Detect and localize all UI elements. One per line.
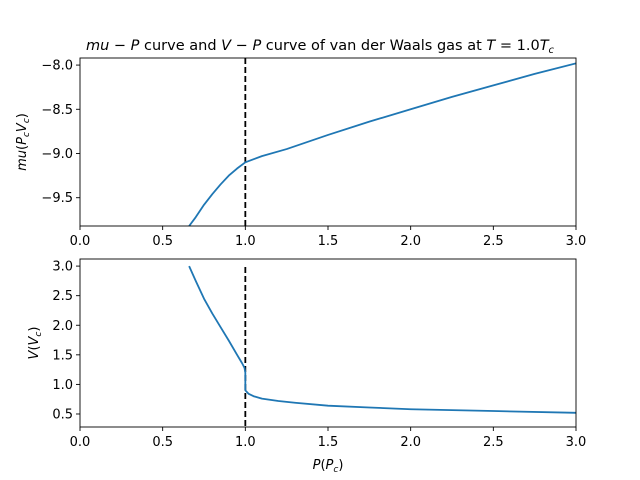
- y-tick-label: 1.5: [52, 348, 73, 363]
- x-tick-label: 3.0: [566, 234, 587, 249]
- x-tick-label: 1.0: [235, 435, 256, 450]
- bottom-y-axis: 0.5 1.0 1.5 2.0 2.5 3.0: [52, 260, 80, 422]
- top-y-axis: −9.5 −9.0 −8.5 −8.0: [41, 59, 80, 206]
- top-x-axis: 0.0 0.5 1.0 1.5 2.0 2.5 3.0: [70, 226, 587, 249]
- x-tick-label: 3.0: [566, 435, 587, 450]
- chart-title: mu − P curve and V − P curve of van der …: [86, 38, 555, 56]
- top-subplot: 0.0 0.5 1.0 1.5 2.0 2.5 3.0 −9.5 −9.0 −8.5 −8.0 m…: [15, 57, 587, 249]
- y-tick-label: −9.0: [41, 147, 73, 162]
- y-tick-label: −8.5: [41, 103, 73, 118]
- y-tick-label: 3.0: [52, 260, 73, 275]
- y-tick-label: 2.0: [52, 319, 73, 334]
- bottom-x-axis-label: P(Pc): [313, 458, 344, 475]
- y-tick-label: −8.0: [41, 59, 73, 74]
- bottom-x-axis: 0.0 0.5 1.0 1.5 2.0 2.5 3.0: [70, 427, 587, 450]
- x-tick-label: 2.5: [483, 435, 504, 450]
- x-tick-label: 0.0: [70, 234, 91, 249]
- x-tick-label: 2.5: [483, 234, 504, 249]
- series-line: [188, 62, 576, 226]
- x-tick-label: 0.5: [152, 234, 173, 249]
- x-tick-label: 2.0: [400, 234, 421, 249]
- y-tick-label: 2.5: [52, 289, 73, 304]
- series-line: [188, 265, 576, 414]
- top-y-axis-label: mu(PcVc): [15, 113, 32, 171]
- bottom-subplot: 0.0 0.5 1.0 1.5 2.0 2.5 3.0 0.5 1.0 1.5 2.0 2.5 3.0…: [27, 258, 587, 475]
- bottom-y-axis-label: V(Vc): [27, 327, 44, 360]
- x-tick-label: 1.5: [318, 234, 339, 249]
- y-tick-label: 0.5: [52, 407, 73, 422]
- x-tick-label: 1.0: [235, 234, 256, 249]
- x-tick-label: 1.5: [318, 435, 339, 450]
- x-tick-label: 0.5: [152, 435, 173, 450]
- x-tick-label: 2.0: [400, 435, 421, 450]
- y-tick-label: −9.5: [41, 191, 73, 206]
- y-tick-label: 1.0: [52, 378, 73, 393]
- x-tick-label: 0.0: [70, 435, 91, 450]
